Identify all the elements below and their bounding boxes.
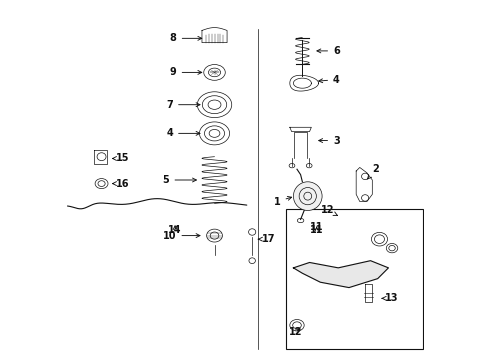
Text: 4: 4 [166, 129, 200, 138]
Polygon shape [95, 149, 107, 164]
Text: 9: 9 [170, 67, 202, 77]
Text: 15: 15 [113, 153, 130, 163]
Ellipse shape [371, 232, 388, 246]
Ellipse shape [386, 243, 398, 253]
Ellipse shape [249, 258, 255, 264]
Polygon shape [290, 127, 311, 132]
Ellipse shape [294, 182, 322, 211]
Text: 6: 6 [317, 46, 340, 56]
Text: 12: 12 [321, 206, 338, 216]
Text: 3: 3 [318, 136, 340, 145]
Text: 14: 14 [169, 225, 182, 235]
Polygon shape [356, 167, 372, 202]
Text: 8: 8 [170, 33, 202, 43]
Text: 12: 12 [289, 327, 302, 337]
Text: 16: 16 [113, 179, 130, 189]
Text: 11: 11 [310, 222, 323, 231]
Text: 11: 11 [310, 225, 323, 235]
Text: 10: 10 [163, 231, 200, 240]
Ellipse shape [248, 229, 256, 235]
Text: 17: 17 [258, 234, 275, 244]
Text: 7: 7 [166, 100, 200, 110]
Polygon shape [294, 132, 307, 158]
Text: 2: 2 [368, 164, 379, 179]
Polygon shape [202, 28, 227, 42]
Text: 1: 1 [274, 197, 292, 207]
Text: 5: 5 [163, 175, 196, 185]
Text: 13: 13 [382, 293, 399, 303]
Polygon shape [365, 284, 372, 302]
Bar [286, 209, 422, 348]
Ellipse shape [290, 319, 304, 331]
Text: 4: 4 [318, 75, 340, 85]
Polygon shape [294, 261, 389, 288]
Ellipse shape [95, 179, 108, 189]
